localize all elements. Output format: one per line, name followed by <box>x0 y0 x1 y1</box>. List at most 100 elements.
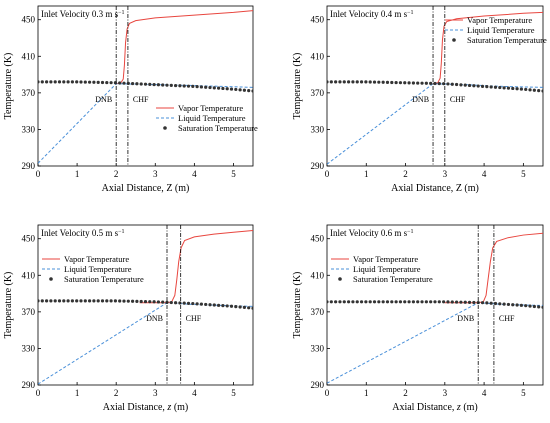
saturation-temperature-point <box>165 83 169 87</box>
saturation-temperature-point <box>338 80 342 84</box>
saturation-temperature-point <box>174 83 178 88</box>
saturation-temperature-point <box>208 85 212 90</box>
saturation-temperature-point <box>385 80 390 84</box>
y-tick-label: 410 <box>311 51 325 61</box>
saturation-temperature-point <box>519 303 524 307</box>
saturation-temperature-point <box>403 81 407 85</box>
saturation-temperature-point <box>511 303 515 307</box>
saturation-temperature-point <box>221 304 225 308</box>
y-tick-label: 290 <box>311 161 325 171</box>
saturation-temperature-point <box>334 80 338 84</box>
saturation-temperature-point <box>79 80 83 84</box>
saturation-temperature-point <box>463 300 467 304</box>
saturation-temperature-point <box>135 82 139 86</box>
saturation-temperature-point <box>156 83 160 87</box>
saturation-temperature-point <box>433 81 437 86</box>
series-group <box>327 11 543 165</box>
saturation-temperature-point <box>143 82 148 86</box>
saturation-temperature-point <box>161 300 165 304</box>
y-tick-label: 410 <box>311 270 325 280</box>
saturation-temperature-point <box>541 305 543 309</box>
saturation-temperature-point <box>329 300 333 304</box>
saturation-temperature-point <box>62 80 66 84</box>
saturation-temperature-point <box>377 300 381 304</box>
x-axis-label: Axial Distance, Z (m) <box>391 183 479 194</box>
inlet-velocity-annotation: Inlet Velocity 0.4 m s−1 <box>330 9 413 19</box>
legend-entry: Saturation Temperature <box>178 123 258 133</box>
x-tick-label: 4 <box>192 169 197 179</box>
legend-entry: Liquid Temperature <box>64 264 132 274</box>
saturation-temperature-point <box>390 300 394 304</box>
saturation-temperature-point <box>515 303 519 307</box>
y-tick-label: 290 <box>22 161 36 171</box>
saturation-temperature-point <box>208 303 212 307</box>
saturation-temperature-point <box>247 306 251 310</box>
saturation-temperature-point <box>502 86 506 90</box>
saturation-temperature-point <box>450 300 454 304</box>
saturation-temperature-point <box>347 300 351 304</box>
chf-label: CHF <box>499 314 515 323</box>
saturation-temperature-point <box>377 80 381 84</box>
saturation-temperature-point <box>122 81 126 85</box>
chart-panel-4: 0 1 2 3 4 5 290 330 370 410 450 Axial Distance, z (… <box>292 224 544 413</box>
saturation-temperature-point <box>109 299 113 303</box>
x-tick-label: 1 <box>75 169 80 179</box>
saturation-temperature-point <box>511 86 515 91</box>
x-tick-label: 2 <box>403 388 408 398</box>
saturation-temperature-point <box>122 299 126 303</box>
saturation-temperature-point <box>381 300 385 304</box>
x-tick-label: 2 <box>114 169 119 179</box>
x-axis-label: Axial Distance, z (m) <box>103 402 189 413</box>
saturation-temperature-point <box>489 85 493 89</box>
saturation-temperature-point <box>537 89 541 93</box>
saturation-temperature-point <box>355 80 359 84</box>
saturation-temperature-point <box>49 299 53 303</box>
saturation-temperature-point <box>40 299 44 303</box>
saturation-temperature-point <box>407 81 411 85</box>
x-tick-label: 1 <box>364 388 369 398</box>
x-tick-label: 4 <box>482 169 487 179</box>
saturation-temperature-point <box>450 82 454 86</box>
saturation-temperature-point <box>416 300 420 304</box>
x-axis-label: Axial Distance, Z (m) <box>102 183 190 194</box>
saturation-temperature-point <box>182 301 186 305</box>
plot-frame <box>37 5 254 167</box>
saturation-temperature-point <box>75 299 79 303</box>
x-tick-label: 3 <box>153 388 158 398</box>
saturation-temperature-point <box>359 300 364 304</box>
saturation-temperature-point <box>38 80 40 84</box>
saturation-temperature-point <box>442 300 446 304</box>
saturation-temperature-point <box>156 300 160 304</box>
dnb-label: DNB <box>457 314 474 323</box>
saturation-temperature-point <box>191 84 195 88</box>
legend-entry: Liquid Temperature <box>353 264 421 274</box>
saturation-temperature-point <box>96 299 100 303</box>
x-tick-label: 3 <box>443 169 448 179</box>
vapor-temperature-line <box>432 11 543 85</box>
chart-panel-3: 0 1 2 3 4 5 290 330 370 410 450 Axial Distance, z (… <box>3 224 254 413</box>
y-tick-label: 370 <box>22 88 36 98</box>
saturation-temperature-point <box>480 84 485 88</box>
saturation-temperature-point <box>407 300 411 304</box>
x-tick-label: 4 <box>192 388 197 398</box>
saturation-temperature-point <box>109 81 113 85</box>
saturation-temperature-point <box>381 80 385 84</box>
saturation-temperature-point <box>49 80 53 84</box>
saturation-temperature-point <box>118 299 122 303</box>
saturation-temperature-point <box>446 300 450 304</box>
saturation-temperature-point <box>528 304 532 308</box>
saturation-temperature-point <box>429 81 433 85</box>
saturation-temperature-point <box>45 299 49 303</box>
saturation-temperature-point <box>83 299 87 303</box>
saturation-temperature-point <box>195 85 199 89</box>
legend-marker <box>452 38 456 42</box>
saturation-temperature-point <box>57 80 62 84</box>
saturation-temperature-point <box>143 299 148 304</box>
saturation-temperature-point <box>342 80 346 84</box>
y-tick-label: 330 <box>22 124 36 134</box>
saturation-temperature-point <box>372 300 377 304</box>
saturation-temperature-point <box>234 304 238 309</box>
